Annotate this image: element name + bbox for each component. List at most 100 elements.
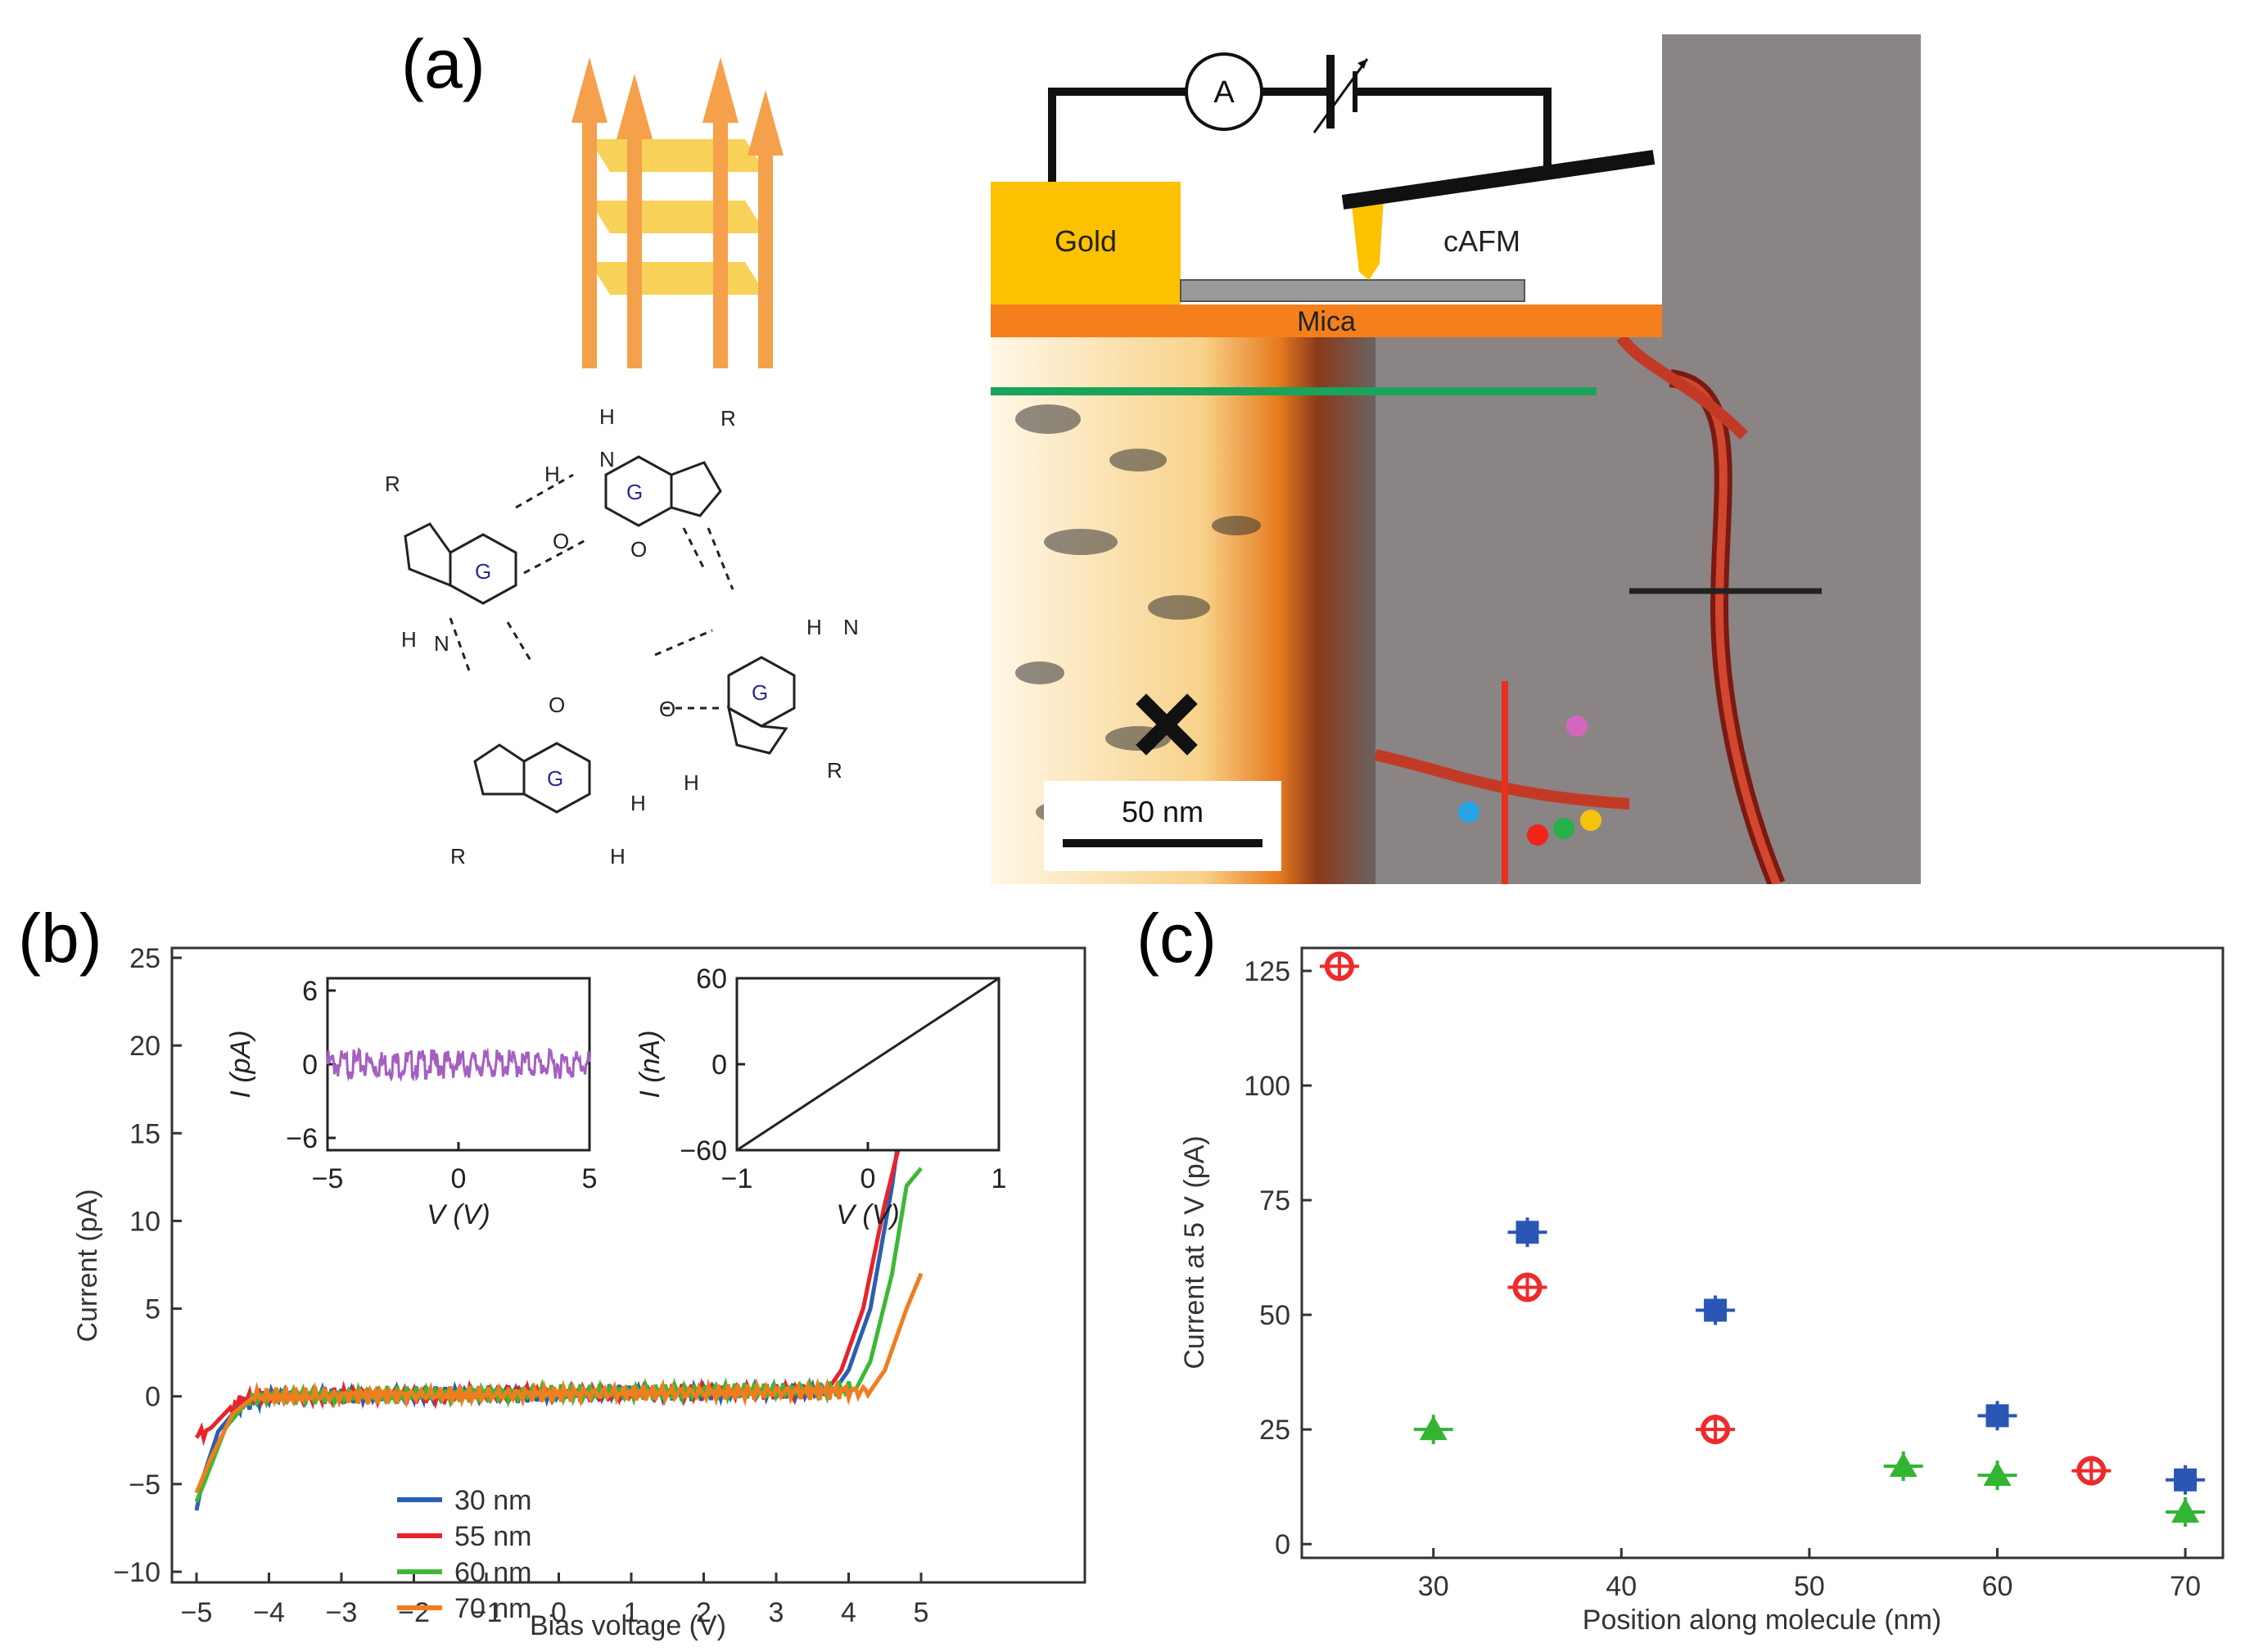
position-x-axis-label: Position along molecule (nm) [1583, 1605, 1941, 1636]
iv-y-tick-label: 0 [145, 1382, 160, 1413]
inset-x-tick-label: 0 [861, 1163, 876, 1194]
g-quartet-structure: G G G G N H H R R O O H N H N O O R R H … [385, 404, 859, 869]
scatter-point-circle [1696, 1415, 1736, 1445]
circuit-wire [1048, 88, 1187, 182]
atom-h: H [610, 844, 626, 869]
mica-label: Mica [1297, 306, 1356, 337]
iv-x-tick-label: 4 [841, 1597, 856, 1628]
panel-label-a: (a) [401, 25, 486, 102]
position-x-tick-label: 40 [1606, 1571, 1637, 1602]
inset-y-tick-label: 0 [711, 1049, 727, 1081]
inset-y-axis-label: I (pA) [225, 1030, 256, 1098]
scatter-point-square [1977, 1401, 2017, 1431]
atom-n: N [599, 447, 615, 472]
iv-x-tick-label: 2 [696, 1597, 711, 1628]
atom-o: O [630, 537, 647, 562]
ammeter-icon [1185, 52, 1263, 131]
position-y-axis-label: Current at 5 V (pA) [1179, 1135, 1210, 1369]
atom-o: O [553, 529, 569, 553]
inset-x-axis-label: V (V) [836, 1199, 899, 1230]
position-y-tick-label: 100 [1244, 1071, 1290, 1102]
magenta-dot [1566, 715, 1588, 737]
inset-x-tick-label: 0 [451, 1163, 467, 1194]
iv-x-tick-label: −1 [471, 1597, 503, 1628]
ammeter-label: A [1213, 75, 1235, 110]
inset-y-tick-label: −6 [286, 1123, 318, 1154]
scatter-point-triangle [2166, 1496, 2206, 1527]
iv-x-tick-label: 1 [624, 1597, 639, 1628]
atom-r: R [450, 844, 466, 869]
scatter-point-circle [1319, 951, 1359, 982]
atom-h: H [599, 404, 615, 429]
inset-x-axis-label: V (V) [427, 1199, 490, 1230]
position-plot-frame [1300, 946, 2225, 1559]
scatter-point-triangle [1413, 1415, 1453, 1445]
gold-electrode [991, 182, 1181, 305]
iv-x-tick-label: −5 [181, 1597, 213, 1628]
base-label-g: G [752, 680, 768, 705]
molecule-wire [1180, 279, 1525, 302]
panel-label-b: (b) [18, 900, 102, 977]
inset-y-tick-label: −60 [680, 1135, 727, 1167]
iv-y-tick-label: −5 [129, 1469, 160, 1501]
scatter-point-square [1507, 1217, 1547, 1248]
iv-x-tick-label: −2 [398, 1597, 430, 1628]
atom-n: N [843, 615, 859, 639]
inset-y-axis-label: I (nA) [635, 1030, 666, 1098]
iv-inset-pa: −5 0 5 6 0 −6 V (V) I (pA) [225, 976, 597, 1230]
atom-h: H [684, 770, 699, 795]
atom-o: O [549, 693, 565, 717]
cross-marker-icon [1136, 693, 1198, 756]
afm-image: Mica Gold cAFM A 50 nm [991, 34, 1921, 884]
atom-h: H [401, 627, 417, 652]
blue-dot [1458, 801, 1479, 823]
iv-x-tick-label: −4 [253, 1597, 285, 1628]
scale-bar-label: 50 nm [1122, 795, 1204, 828]
scatter-point-circle [1507, 1272, 1547, 1302]
panel-label-c: (c) [1136, 900, 1217, 977]
atom-o: O [659, 697, 675, 721]
iv-legend-label: 55 nm [454, 1521, 532, 1552]
atom-r: R [385, 472, 400, 496]
iv-x-tick-label: 5 [914, 1597, 929, 1628]
inset-x-tick-label: −5 [312, 1163, 344, 1194]
inset-x-tick-label: −1 [721, 1163, 753, 1194]
iv-y-tick-label: −10 [113, 1557, 160, 1588]
iv-y-tick-label: 15 [129, 1118, 160, 1149]
position-y-tick-label: 0 [1275, 1529, 1290, 1560]
inset-noise-line [326, 1047, 591, 1082]
position-chart: 30 40 50 60 70 0 25 50 75 100 125 Position along m… [1179, 946, 2225, 1636]
atom-h: H [806, 615, 822, 639]
iv-series-line [194, 1272, 924, 1494]
iv-y-axis-label: Current (pA) [72, 1189, 103, 1342]
yellow-dot [1580, 810, 1601, 831]
iv-legend-label: 60 nm [454, 1557, 532, 1588]
quadruplex-plates [589, 139, 766, 295]
base-label-g: G [626, 480, 643, 504]
atom-h: H [630, 791, 646, 815]
scatter-point-triangle [1883, 1451, 1923, 1481]
setup-schematic: Mica Gold cAFM A [991, 34, 1662, 337]
inset-x-tick-label: 5 [582, 1163, 598, 1194]
quadruplex-strand-arrows [571, 57, 784, 368]
inset-linear-line [736, 977, 1000, 1152]
base-label-g: G [547, 766, 563, 791]
inset-y-tick-label: 0 [302, 1049, 318, 1081]
scatter-point-square [2166, 1465, 2206, 1495]
scatter-point-circle [2071, 1456, 2112, 1486]
position-x-tick-label: 50 [1794, 1571, 1825, 1602]
atom-h: H [544, 462, 560, 486]
inset-y-tick-label: 60 [696, 964, 727, 995]
iv-x-tick-label: 3 [769, 1597, 784, 1628]
position-y-tick-label: 25 [1259, 1415, 1290, 1446]
iv-y-tick-label: 25 [129, 943, 160, 974]
base-label-g: G [475, 559, 491, 584]
position-x-tick-label: 70 [2170, 1571, 2201, 1602]
iv-legend-label: 70 nm [454, 1593, 532, 1624]
position-x-tick-label: 60 [1982, 1571, 2013, 1602]
quadruplex-diagram [571, 57, 784, 368]
atom-n: N [434, 631, 449, 656]
iv-y-tick-label: 10 [129, 1206, 160, 1237]
atom-r: R [720, 406, 736, 431]
